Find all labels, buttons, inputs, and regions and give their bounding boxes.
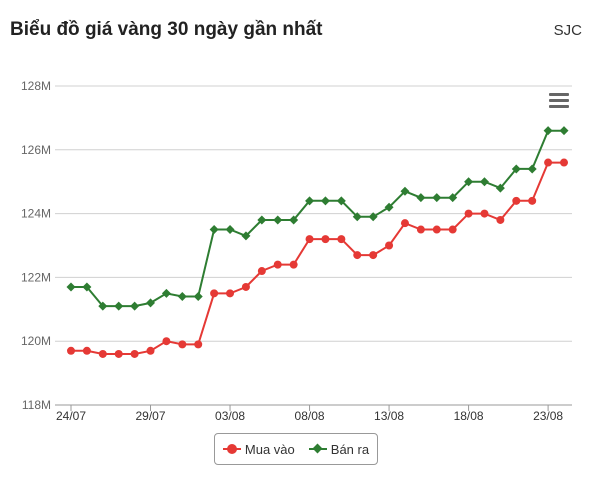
- x-tick-label: 18/08: [454, 409, 484, 423]
- menu-bar: [549, 105, 569, 108]
- data-point[interactable]: [177, 292, 187, 302]
- data-point[interactable]: [305, 196, 315, 206]
- x-tick-label: 03/08: [215, 409, 245, 423]
- series-line-buy: [71, 161, 564, 355]
- data-point[interactable]: [543, 126, 553, 136]
- x-axis: 24/07 29/07 03/08 08/08 13/08 18/08 23/08: [55, 404, 572, 423]
- data-point[interactable]: [98, 301, 108, 311]
- data-point[interactable]: [162, 337, 171, 346]
- y-tick-label: 118M: [22, 398, 51, 412]
- data-point[interactable]: [146, 298, 156, 308]
- chart-menu-icon[interactable]: [549, 93, 569, 108]
- data-point[interactable]: [82, 282, 92, 292]
- data-point[interactable]: [161, 288, 171, 298]
- data-point[interactable]: [210, 289, 219, 298]
- data-point[interactable]: [495, 183, 505, 193]
- y-tick-label: 124M: [21, 207, 51, 221]
- data-point[interactable]: [320, 196, 330, 206]
- legend-item-buy[interactable]: Mua vào: [222, 441, 295, 457]
- data-point[interactable]: [464, 177, 474, 187]
- data-point[interactable]: [209, 225, 219, 235]
- data-point[interactable]: [257, 267, 266, 276]
- y-tick-label: 126M: [21, 143, 51, 157]
- y-tick-label: 120M: [21, 334, 51, 348]
- data-point[interactable]: [273, 215, 283, 225]
- data-point[interactable]: [146, 346, 155, 355]
- y-tick-label: 122M: [21, 270, 51, 284]
- data-point[interactable]: [416, 225, 425, 234]
- legend-item-sell[interactable]: Bán ra: [308, 441, 370, 457]
- data-point[interactable]: [289, 260, 298, 269]
- data-point[interactable]: [82, 346, 91, 355]
- menu-bar: [549, 93, 569, 96]
- x-tick-label: 08/08: [295, 409, 325, 423]
- data-point[interactable]: [400, 219, 409, 228]
- x-tick-label: 29/07: [136, 409, 166, 423]
- data-point[interactable]: [225, 225, 235, 235]
- data-point[interactable]: [560, 158, 568, 167]
- data-point[interactable]: [496, 215, 505, 224]
- legend-sell-marker: [308, 444, 327, 454]
- chart-title: Biểu đồ giá vàng 30 ngày gần nhất: [10, 19, 323, 40]
- data-point[interactable]: [369, 251, 378, 260]
- data-point[interactable]: [544, 158, 553, 167]
- data-point[interactable]: [130, 301, 140, 311]
- data-point[interactable]: [130, 349, 139, 358]
- data-point[interactable]: [400, 186, 410, 196]
- x-tick-label: 13/08: [374, 409, 404, 423]
- data-point[interactable]: [257, 215, 267, 225]
- data-point[interactable]: [368, 212, 378, 222]
- data-point[interactable]: [273, 260, 282, 269]
- legend-sell-label: Bán ra: [330, 441, 370, 457]
- data-point[interactable]: [321, 235, 330, 244]
- data-point[interactable]: [66, 282, 76, 292]
- data-point[interactable]: [178, 340, 187, 349]
- data-point[interactable]: [289, 215, 299, 225]
- brand-label: SJC: [553, 22, 582, 39]
- series-group: [66, 126, 569, 358]
- data-point[interactable]: [511, 164, 521, 174]
- series-line-sell: [71, 129, 564, 308]
- data-point[interactable]: [352, 212, 362, 222]
- data-point[interactable]: [512, 196, 521, 205]
- data-point[interactable]: [464, 209, 473, 218]
- data-point[interactable]: [384, 202, 394, 212]
- data-point[interactable]: [114, 349, 123, 358]
- data-point[interactable]: [416, 193, 426, 203]
- data-point[interactable]: [336, 196, 346, 206]
- data-point[interactable]: [353, 251, 362, 260]
- data-point[interactable]: [226, 289, 235, 298]
- data-point[interactable]: [385, 241, 394, 250]
- data-point[interactable]: [479, 177, 489, 187]
- legend-buy-label: Mua vào: [244, 441, 295, 457]
- data-point[interactable]: [448, 225, 457, 234]
- x-tick-label: 24/07: [56, 409, 86, 423]
- data-point[interactable]: [241, 282, 250, 291]
- y-tick-label: 128M: [21, 79, 51, 93]
- legend-buy-marker: [222, 444, 241, 454]
- x-tick-label: 23/08: [533, 409, 563, 423]
- y-axis-ticks: 118M 120M 122M 124M 126M 128M: [21, 79, 51, 412]
- data-point[interactable]: [432, 225, 441, 234]
- data-point[interactable]: [194, 340, 203, 349]
- data-point[interactable]: [559, 126, 569, 136]
- data-point[interactable]: [528, 196, 537, 205]
- data-point[interactable]: [305, 235, 314, 244]
- menu-bar: [549, 99, 569, 102]
- legend: Mua vào Bán ra: [214, 433, 378, 465]
- data-point[interactable]: [432, 193, 442, 203]
- data-point[interactable]: [480, 209, 489, 218]
- data-point[interactable]: [98, 349, 107, 358]
- data-point[interactable]: [241, 231, 251, 241]
- data-point[interactable]: [67, 346, 75, 355]
- data-point[interactable]: [337, 235, 346, 244]
- data-point[interactable]: [114, 301, 124, 311]
- data-point[interactable]: [193, 292, 203, 302]
- data-point[interactable]: [527, 164, 537, 174]
- data-point[interactable]: [448, 193, 458, 203]
